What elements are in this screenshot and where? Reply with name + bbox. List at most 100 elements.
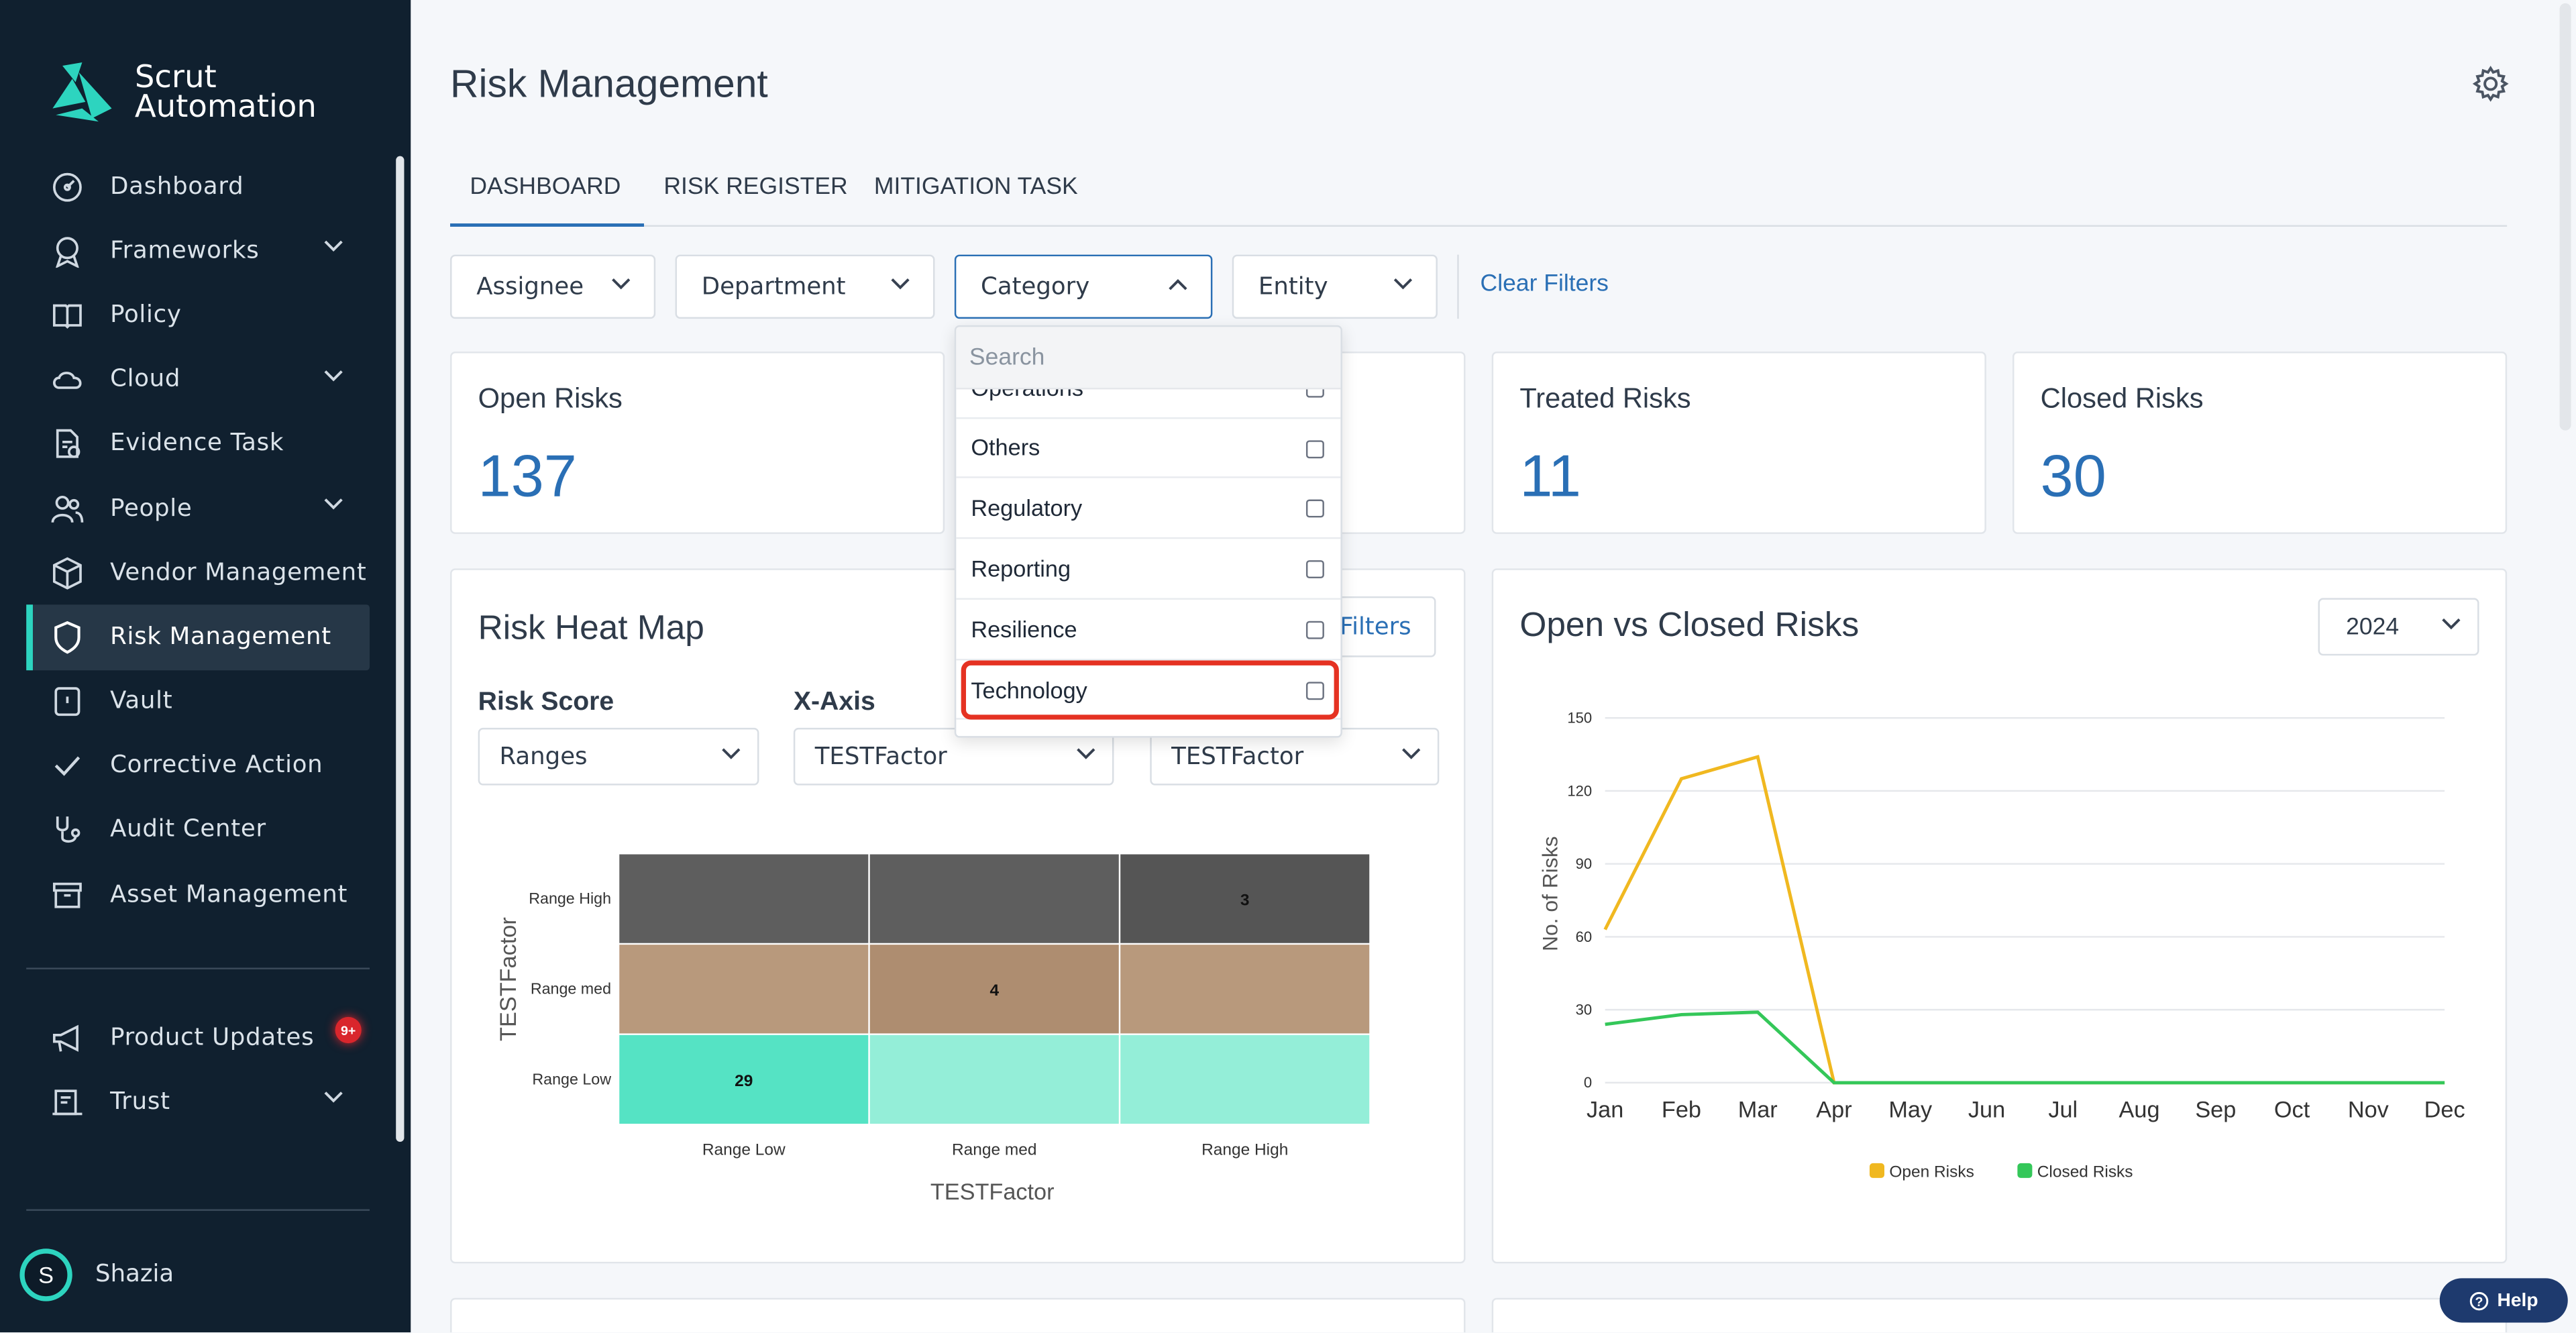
gear-icon[interactable] xyxy=(2472,65,2509,102)
chevron-down-icon xyxy=(722,748,741,759)
category-options-list[interactable]: Operations Others Regulatory Reporting R… xyxy=(956,389,1341,736)
sidebar-item-vendor-management[interactable]: Vendor Management xyxy=(26,541,370,605)
heatmap-cell xyxy=(619,854,869,943)
help-button[interactable]: ? Help xyxy=(2439,1278,2568,1323)
tab-risk-register[interactable]: RISK REGISTER xyxy=(663,174,848,201)
category-option-others[interactable]: Others xyxy=(956,418,1341,479)
stat-value: 11 xyxy=(1519,441,1581,510)
dashboard-icon xyxy=(49,168,85,205)
sidebar-item-label: Frameworks xyxy=(110,237,260,264)
heatmap-cell xyxy=(1120,945,1370,1034)
user-name: Shazia xyxy=(95,1261,174,1289)
page-title: Risk Management xyxy=(450,62,768,107)
sidebar-item-audit-center[interactable]: Audit Center xyxy=(26,798,370,863)
option-label: Regulatory xyxy=(971,494,1083,521)
sidebar-item-people[interactable]: People xyxy=(26,476,370,541)
sidebar-item-trust[interactable]: Trust xyxy=(26,1070,370,1134)
heatmap-cell-value: 4 xyxy=(989,981,999,1000)
x-tick-label: Oct xyxy=(2274,1097,2310,1122)
chevron-down-icon xyxy=(1077,748,1095,759)
sidebar-item-risk-management[interactable]: Risk Management xyxy=(26,604,370,670)
sidebar-item-frameworks[interactable]: Frameworks xyxy=(26,219,370,283)
category-option-regulatory[interactable]: Regulatory xyxy=(956,478,1341,539)
stat-value: 30 xyxy=(2040,441,2106,510)
sidebar-divider xyxy=(26,967,370,969)
shield-icon xyxy=(49,619,85,655)
risk-score-value: Ranges xyxy=(499,743,588,770)
logo[interactable]: Scrut Automation xyxy=(49,59,317,125)
sidebar-scrollbar[interactable] xyxy=(396,156,405,1142)
heatmap-cell xyxy=(869,945,1119,1034)
entity-filter[interactable]: Entity xyxy=(1232,254,1438,319)
megaphone-icon xyxy=(49,1020,85,1056)
year-select[interactable]: 2024 xyxy=(2318,598,2479,656)
sidebar-item-label: Evidence Task xyxy=(110,431,284,458)
page-scrollbar[interactable] xyxy=(2559,3,2571,431)
x-tick-label: May xyxy=(1888,1097,1933,1122)
chevron-down-icon xyxy=(324,498,343,510)
scrut-logo-icon xyxy=(52,62,112,122)
sidebar-item-label: Product Updates xyxy=(110,1024,315,1051)
risk-score-label: Risk Score xyxy=(478,688,614,716)
option-checkbox[interactable] xyxy=(1305,389,1324,398)
stat-label: Treated Risks xyxy=(1519,382,1691,415)
stethoscope-icon xyxy=(49,812,85,849)
stat-value: 137 xyxy=(478,441,577,510)
option-checkbox[interactable] xyxy=(1305,560,1324,579)
heatmap-cell xyxy=(619,1034,869,1124)
sidebar-nav: Dashboard Frameworks Policy Cloud Eviden… xyxy=(26,154,370,927)
document-check-icon xyxy=(49,426,85,462)
x-tick-label: Apr xyxy=(1816,1097,1851,1122)
sidebar: Scrut Automation Dashboard Frameworks Po… xyxy=(0,0,411,1333)
risk-score-select[interactable]: Ranges xyxy=(478,727,759,786)
user-profile[interactable]: S Shazia xyxy=(19,1248,174,1301)
category-option-resilience[interactable]: Resilience xyxy=(956,600,1341,660)
logo-line1: Scrut xyxy=(134,59,217,96)
people-icon xyxy=(49,490,85,527)
chevron-down-icon xyxy=(324,1091,343,1104)
sidebar-item-asset-management[interactable]: Asset Management xyxy=(26,863,370,927)
sidebar-item-cloud[interactable]: Cloud xyxy=(26,348,370,412)
department-filter-label: Department xyxy=(701,273,846,300)
stat-label: Closed Risks xyxy=(2040,382,2204,415)
category-option-operations[interactable]: Operations xyxy=(956,389,1341,419)
sidebar-bottom-nav: Product Updates Trust xyxy=(26,1006,370,1134)
sidebar-item-label: Asset Management xyxy=(110,882,348,908)
option-label: Reporting xyxy=(971,555,1071,582)
option-checkbox[interactable] xyxy=(1305,681,1324,700)
department-filter[interactable]: Department xyxy=(675,254,935,319)
trust-icon xyxy=(49,1084,85,1120)
x-tick-label: Sep xyxy=(2195,1097,2236,1122)
sidebar-item-corrective-action[interactable]: Corrective Action xyxy=(26,734,370,798)
assignee-filter[interactable]: Assignee xyxy=(450,254,656,319)
sidebar-item-label: Trust xyxy=(110,1089,170,1116)
x-axis-value: TESTFactor xyxy=(814,743,947,770)
option-label: Others xyxy=(971,434,1040,461)
tab-mitigation-task[interactable]: MITIGATION TASK xyxy=(873,174,1078,201)
sidebar-item-vault[interactable]: Vault xyxy=(26,670,370,734)
sidebar-item-product-updates[interactable]: Product Updates xyxy=(26,1006,370,1070)
category-search-input[interactable]: Search xyxy=(956,327,1341,390)
sidebar-item-evidence-task[interactable]: Evidence Task xyxy=(26,412,370,476)
x-tick-label: Jun xyxy=(1968,1097,2005,1122)
sidebar-item-dashboard[interactable]: Dashboard xyxy=(26,154,370,219)
option-checkbox[interactable] xyxy=(1305,439,1324,458)
y-axis-value: TESTFactor xyxy=(1171,743,1304,770)
option-checkbox[interactable] xyxy=(1305,500,1324,519)
option-label: Operations xyxy=(971,389,1083,401)
category-filter[interactable]: Category xyxy=(954,254,1213,319)
option-label: Resilience xyxy=(971,615,1077,643)
sidebar-item-policy[interactable]: Policy xyxy=(26,283,370,348)
clear-filters-link[interactable]: Clear Filters xyxy=(1480,271,1609,298)
legend-swatch xyxy=(2017,1163,2033,1178)
tab-bar: DASHBOARD RISK REGISTER MITIGATION TASK xyxy=(450,158,2508,227)
category-option-reporting[interactable]: Reporting xyxy=(956,539,1341,600)
archive-icon xyxy=(49,877,85,913)
main-content: Risk Management DASHBOARD RISK REGISTER … xyxy=(413,0,2576,1333)
tab-dashboard[interactable]: DASHBOARD xyxy=(450,158,645,227)
category-option-technology[interactable]: Technology xyxy=(956,660,1341,721)
sidebar-divider xyxy=(26,1209,370,1211)
x-tick-label: Dec xyxy=(2424,1097,2465,1122)
option-checkbox[interactable] xyxy=(1305,621,1324,639)
chevron-down-icon xyxy=(1393,278,1413,290)
